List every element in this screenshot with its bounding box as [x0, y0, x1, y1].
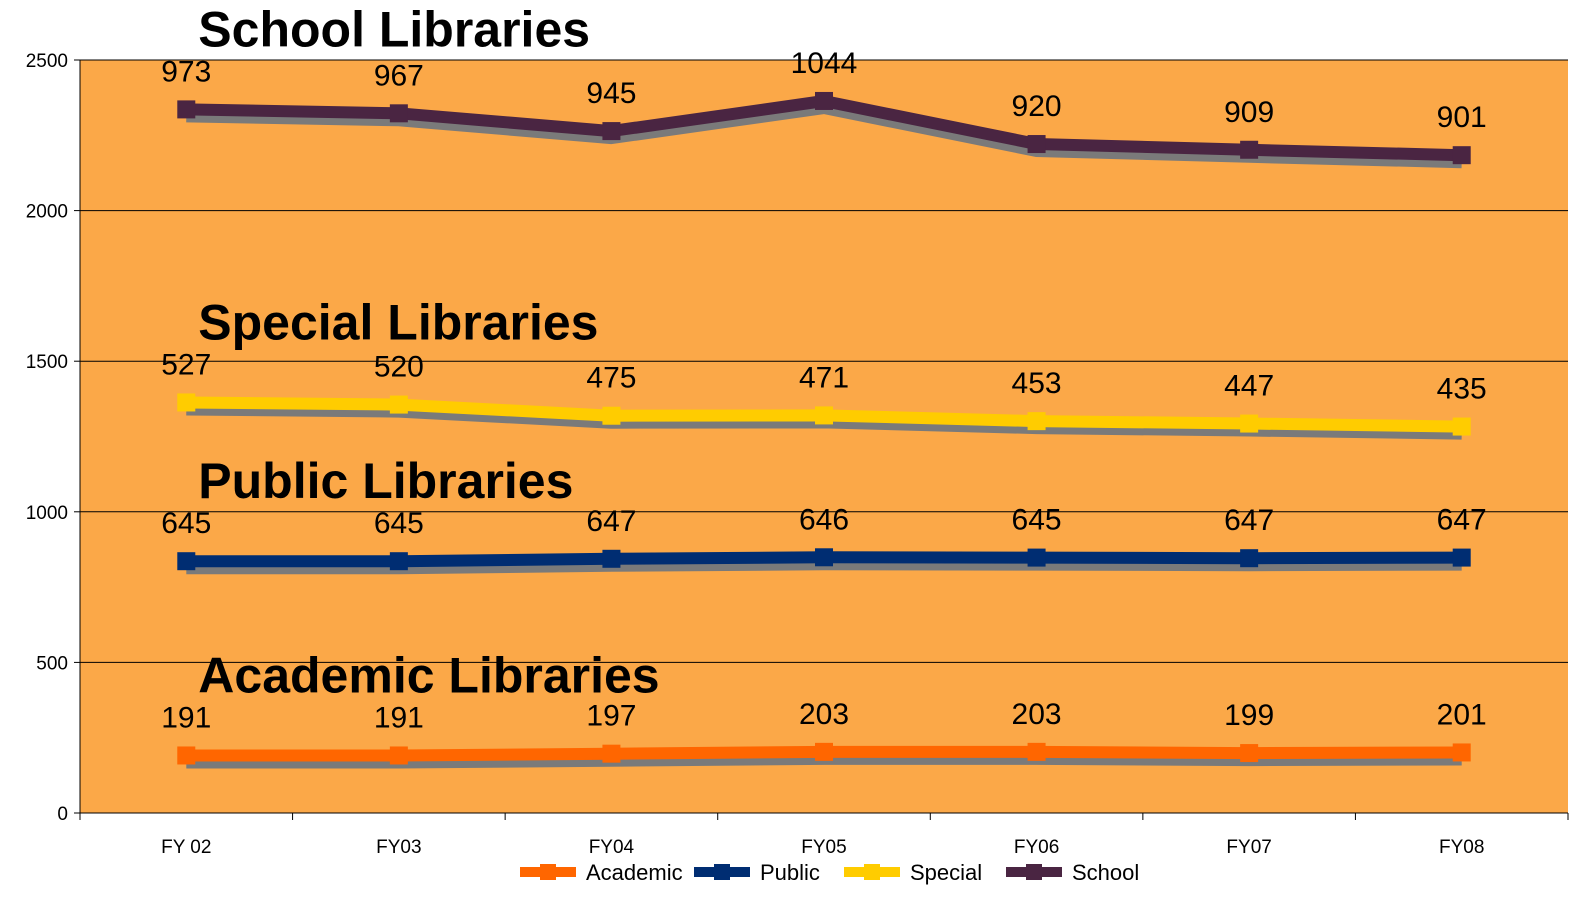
data-point-special [815, 406, 833, 425]
data-point-public [389, 552, 408, 571]
data-point-special [1452, 417, 1471, 436]
data-label-public: 645 [161, 507, 211, 540]
data-point-public [602, 549, 621, 568]
data-label-public: 645 [1012, 504, 1062, 537]
data-point-academic [602, 744, 621, 763]
data-point-public [815, 548, 833, 567]
data-label-school: 920 [1012, 90, 1062, 123]
data-point-public [177, 552, 196, 571]
data-point-academic [1240, 744, 1259, 763]
data-point-public [1027, 548, 1046, 567]
data-point-special [1240, 414, 1259, 433]
x-tick-label: FY06 [1014, 837, 1059, 858]
legend-marker-special [864, 864, 880, 880]
x-tick-label: FY07 [1226, 837, 1271, 858]
data-label-academic: 203 [799, 698, 849, 731]
data-label-academic: 199 [1224, 699, 1274, 732]
legend-label-academic: Academic [586, 860, 683, 885]
data-point-academic [389, 746, 408, 765]
data-label-school: 973 [161, 55, 211, 88]
data-point-academic [1027, 742, 1046, 761]
data-point-public [1452, 548, 1471, 567]
data-label-special: 527 [161, 348, 211, 381]
data-point-academic [177, 746, 196, 765]
data-point-special [389, 395, 408, 414]
legend-marker-school [1026, 864, 1042, 880]
data-label-academic: 191 [161, 701, 211, 734]
data-point-school [815, 91, 833, 110]
legend-label-special: Special [910, 860, 982, 885]
data-point-special [602, 406, 621, 425]
group-title: Academic Libraries [198, 647, 659, 703]
data-label-academic: 191 [374, 701, 424, 734]
y-tick-label: 1500 [26, 352, 68, 373]
data-label-public: 647 [1437, 504, 1487, 537]
x-tick-label: FY 02 [161, 837, 211, 858]
legend-marker-public [714, 864, 730, 880]
data-label-special: 435 [1437, 373, 1487, 406]
x-tick-label: FY04 [589, 837, 635, 858]
data-point-special [1027, 412, 1046, 431]
y-tick-label: 2000 [26, 202, 68, 223]
legend-label-school: School [1072, 860, 1139, 885]
data-label-special: 475 [586, 362, 636, 395]
data-point-school [177, 100, 196, 119]
data-point-school [389, 104, 408, 123]
data-label-special: 471 [799, 361, 849, 394]
data-point-school [1452, 146, 1471, 165]
data-label-public: 647 [586, 505, 636, 538]
data-label-school: 909 [1224, 96, 1274, 129]
data-label-school: 967 [374, 59, 424, 92]
group-title: School Libraries [198, 1, 590, 57]
group-title: Public Libraries [198, 453, 573, 509]
data-point-academic [815, 742, 833, 761]
data-label-public: 646 [799, 503, 849, 536]
y-tick-label: 0 [57, 804, 68, 825]
y-tick-label: 500 [36, 653, 68, 674]
data-label-special: 520 [374, 351, 424, 384]
y-tick-label: 1000 [26, 503, 68, 524]
data-label-school: 1044 [791, 47, 858, 80]
data-label-special: 453 [1012, 367, 1062, 400]
x-tick-label: FY05 [801, 837, 846, 858]
data-label-school: 901 [1437, 101, 1487, 134]
data-point-academic [1452, 743, 1471, 762]
data-label-school: 945 [586, 77, 636, 110]
legend-label-public: Public [760, 860, 820, 885]
data-label-academic: 201 [1437, 698, 1487, 731]
data-label-academic: 203 [1012, 698, 1062, 731]
data-label-academic: 197 [586, 700, 636, 733]
data-label-public: 645 [374, 507, 424, 540]
data-label-special: 447 [1224, 370, 1274, 403]
y-tick-label: 2500 [26, 51, 68, 72]
data-label-public: 647 [1224, 504, 1274, 537]
data-point-school [1027, 135, 1046, 154]
data-point-school [1240, 140, 1259, 159]
group-title: Special Libraries [198, 294, 598, 350]
data-point-public [1240, 549, 1259, 568]
data-point-special [177, 393, 196, 412]
x-tick-label: FY08 [1439, 837, 1484, 858]
data-point-school [602, 122, 621, 141]
x-tick-label: FY03 [376, 837, 421, 858]
legend-marker-academic [540, 864, 556, 880]
